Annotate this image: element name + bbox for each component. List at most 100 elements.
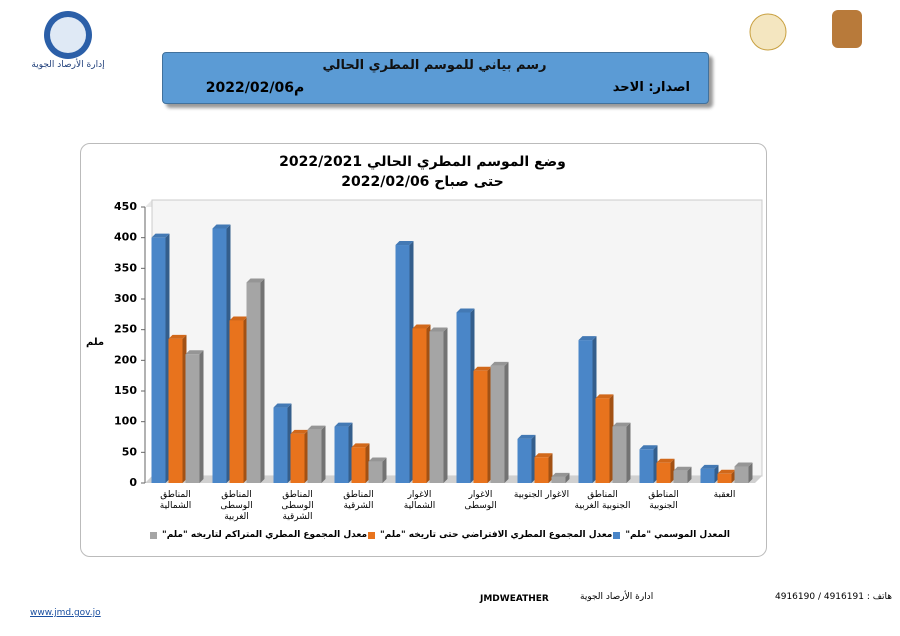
bar [229,320,244,483]
y-tick-label: 0 [129,476,137,489]
bar-side [748,462,753,483]
bar [612,426,627,483]
logo [50,17,86,53]
bar [700,468,715,483]
legend-swatch [150,531,157,539]
bar-top [551,472,570,477]
x-tick-label: المناطق الوسطى الشرقية [281,490,314,522]
bar-top [168,334,187,339]
bar-top [307,425,326,430]
chart-subtitle: حتى صباح 2022/02/06 [341,174,504,190]
y-tick-label: 300 [114,292,137,305]
bar-top [185,350,204,355]
bar [578,340,593,483]
bar [429,331,444,483]
logo-caption: إدارة الأرصاد الجوية [31,60,105,70]
legend-text: المعدل الموسمي "ملم" [625,530,730,540]
bar [185,354,200,483]
bar-side [382,457,387,483]
bar [639,449,654,483]
bar [334,426,349,483]
bar-top [273,403,292,408]
bar [551,476,566,483]
header-issue: اصدار: الاحد [612,80,690,95]
bar-top [151,233,170,238]
logo [749,13,787,51]
x-tick-label: المناطق الشمالية [159,490,192,511]
y-tick-label: 100 [114,415,137,428]
bar-top [656,458,675,463]
bar-side [260,278,265,483]
bar-top [368,457,387,462]
x-tick-label: الاغوار الشمالية [403,490,436,511]
y-tick-label: 450 [114,200,137,213]
bar-side [626,422,631,483]
header-date: 2022/02/06م [205,80,305,96]
legend-text: معدل المجموع المطري الافتراضي حتى تاريخه… [379,530,613,540]
bar-side [504,361,509,483]
x-tick-label: المناطق الجنوبية [648,490,679,511]
legend: المعدل الموسمي "ملم" معدل المجموع المطري … [150,530,730,540]
x-tick-label: المناطق الجنوبية الغربية [574,490,631,511]
x-tick-label: الاغوار الجنوبية [513,490,570,500]
logo [832,10,862,48]
bar [656,462,671,483]
bar-top [412,324,431,329]
legend-swatch [367,531,375,539]
x-tick-label: الاغوار الوسطى [464,490,497,511]
chart-title: وضع الموسم المطري الحالي 2022/2021 [279,154,566,170]
bar [534,457,549,483]
legend-swatch [613,531,621,539]
bar [734,466,749,483]
bar-top [246,278,265,283]
bar-top [351,443,370,448]
bar [351,447,366,483]
bar-top [212,224,231,229]
bar-top [639,445,658,450]
phone: هاتف : 4916191 / 4916190 [775,592,893,602]
x-tick-label: المناطق الشرقية [343,490,374,511]
x-tick-label: المناطق الوسطى الغربية [220,490,253,522]
bar [595,398,610,483]
bar [473,370,488,483]
bar-side [443,327,448,483]
header-title: رسم بياني للموسم المطري الحالي [322,58,547,73]
bar-top [578,336,597,341]
y-tick-label: 250 [114,323,137,336]
y-tick-label: 400 [114,231,137,244]
bar-top [290,429,309,434]
bar-top [334,422,353,427]
bar-top [673,466,692,471]
bar [673,470,688,483]
header-box [162,52,709,104]
website[interactable]: www.jmd.gov.jo [30,608,101,618]
legend-item: معدل المجموع المطري المتراكم لتاريخه "مل… [150,530,367,540]
bar-top [734,462,753,467]
bar [307,429,322,483]
y-tick-label: 350 [114,261,137,274]
bar-top [473,366,492,371]
legend-text: معدل المجموع المطري المتراكم لتاريخه "مل… [162,530,368,540]
bar-top [229,316,248,321]
x-tick-label: العقبة [713,490,736,500]
legend-item: المعدل الموسمي "ملم" [613,530,730,540]
bar [246,282,261,483]
bar-side [199,350,204,483]
bar-top [517,434,536,439]
bar-top [595,394,614,399]
legend-item: معدل المجموع المطري الافتراضي حتى تاريخه… [367,530,613,540]
bar-side [565,472,570,483]
bar [717,473,732,483]
bar-top [429,327,448,332]
bar [290,433,305,483]
bar [168,338,183,483]
bar-top [395,241,414,246]
bar-top [456,308,475,313]
bar-top [612,422,631,427]
bar [212,228,227,483]
org: ادارة الأرصاد الجوية [580,592,654,602]
y-tick-label: 50 [122,445,138,458]
bar [517,438,532,483]
